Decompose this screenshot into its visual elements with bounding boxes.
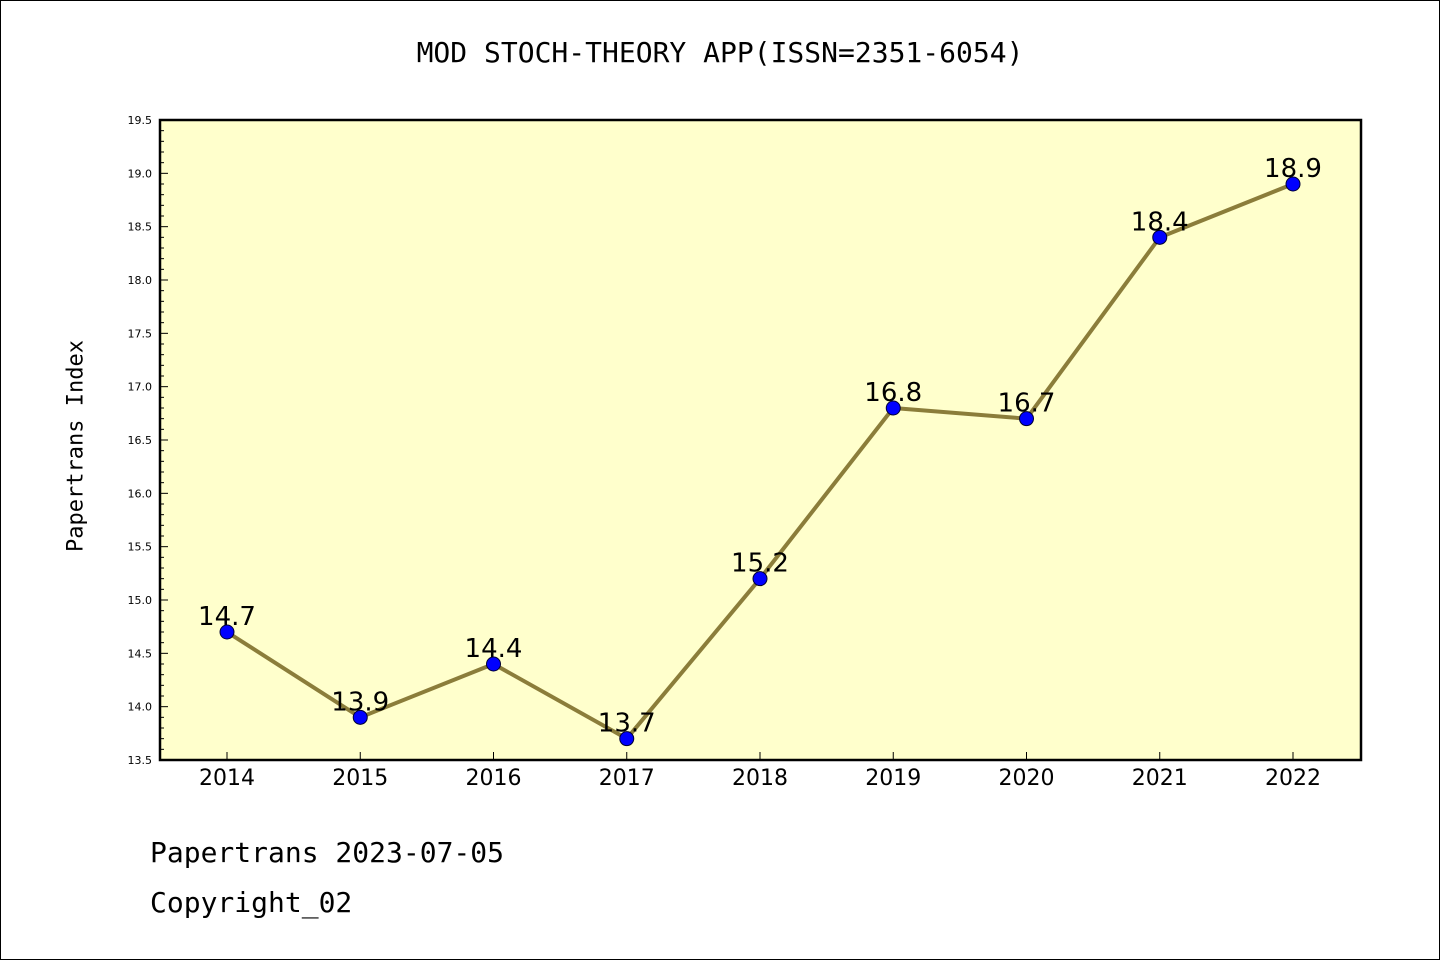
data-label: 18.4 [1131,207,1189,237]
x-tick-label: 2018 [732,766,788,791]
y-tick-label: 14.5 [128,647,153,660]
data-label: 13.7 [598,709,656,739]
y-tick-label: 16.0 [128,487,153,500]
x-tick-label: 2014 [199,766,255,791]
y-tick-label: 14.0 [128,701,153,714]
data-point [1019,411,1034,427]
data-label: 14.4 [465,634,523,664]
data-label: 18.9 [1264,154,1322,184]
data-point [219,624,235,640]
footer-copyright: Copyright_02 [150,886,353,919]
y-tick-label: 19.5 [128,114,153,127]
y-tick-label: 15.5 [128,541,153,554]
plot-area [160,120,1361,760]
x-tick-label: 2019 [865,766,921,791]
x-tick-label: 2017 [599,766,655,791]
data-point [1285,176,1301,192]
y-tick-label: 15.0 [128,594,153,607]
footer-date: Papertrans 2023-07-05 [150,836,505,869]
x-tick-label: 2016 [466,766,522,791]
y-tick-label: 17.5 [128,327,153,340]
x-tick-label: 2021 [1132,766,1188,791]
data-point [752,571,768,587]
data-label: 15.2 [731,549,789,579]
data-label: 16.8 [864,378,922,408]
y-tick-label: 13.5 [128,754,153,767]
data-label: 14.7 [198,602,256,632]
y-tick-label: 18.5 [128,221,153,234]
x-tick-label: 2020 [999,766,1055,791]
x-tick-label: 2022 [1265,766,1321,791]
y-tick-label: 18.0 [128,274,153,287]
x-tick-label: 2015 [332,766,388,791]
data-label: 16.7 [998,389,1056,419]
data-point [1152,229,1168,245]
plot-border [158,118,1363,762]
data-point [352,709,368,725]
data-point [619,731,635,747]
y-tick-label: 17.0 [128,381,153,394]
data-point [486,656,501,672]
data-point [885,400,901,416]
data-label: 13.9 [331,687,389,717]
y-tick-label: 16.5 [128,434,153,447]
y-tick-label: 19.0 [128,167,153,180]
chart-title: MOD STOCH-THEORY APP(ISSN=2351-6054) [416,36,1024,69]
